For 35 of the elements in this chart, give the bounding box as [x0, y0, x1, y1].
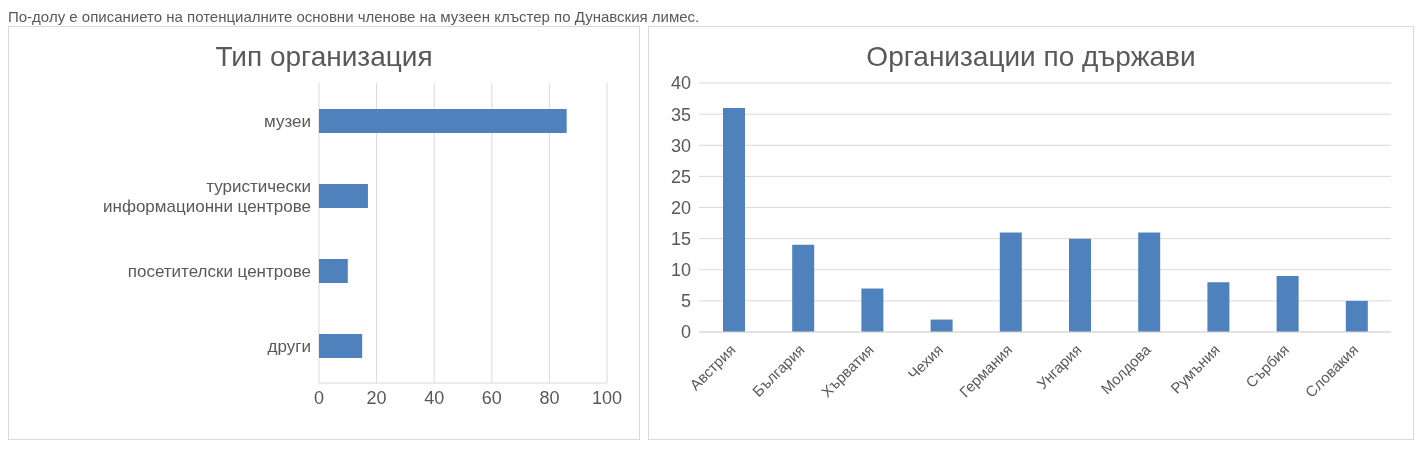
x-tick-label: 0 — [313, 387, 325, 408]
y-tick-label: 20 — [670, 197, 691, 218]
bar — [1138, 232, 1161, 332]
y-tick-label: 15 — [670, 229, 691, 250]
bar — [1345, 300, 1368, 332]
x-tick-label: 20 — [366, 387, 387, 408]
y-tick-label: 10 — [670, 260, 691, 281]
x-tick-label: 60 — [481, 387, 502, 408]
y-tick-label: 35 — [670, 104, 691, 125]
bar — [1276, 275, 1299, 332]
y-tick-label: посетителски центрове — [127, 261, 311, 281]
bar — [861, 288, 884, 332]
y-tick-label: туристически информационни центрове — [103, 176, 311, 216]
y-tick-label: музеи — [264, 111, 311, 131]
text: По-долу е описанието на потенциалните основни членове на музеен клъстер по Дунавския лимес. — [8, 8, 701, 26]
y-tick-label: 0 — [680, 322, 691, 343]
y-tick-label: 25 — [670, 166, 691, 187]
y-tick-label: 5 — [680, 291, 691, 312]
bar — [999, 232, 1022, 332]
x-tick-label: 40 — [424, 387, 445, 408]
bar — [319, 259, 348, 283]
chart-title: Организации по държави — [865, 41, 1197, 73]
chart-title: Тип организация — [214, 41, 434, 73]
x-tick-label: 80 — [539, 387, 560, 408]
bar — [1069, 238, 1091, 332]
y-tick-label: 30 — [670, 135, 691, 156]
x-tick-label: 100 — [591, 387, 623, 408]
bar — [319, 334, 363, 358]
bar — [723, 107, 745, 332]
bar — [319, 184, 368, 208]
bar — [1207, 282, 1230, 332]
bar — [319, 109, 567, 133]
y-tick-label: други — [267, 336, 311, 356]
y-tick-label: 40 — [670, 73, 691, 94]
bar — [792, 244, 815, 332]
